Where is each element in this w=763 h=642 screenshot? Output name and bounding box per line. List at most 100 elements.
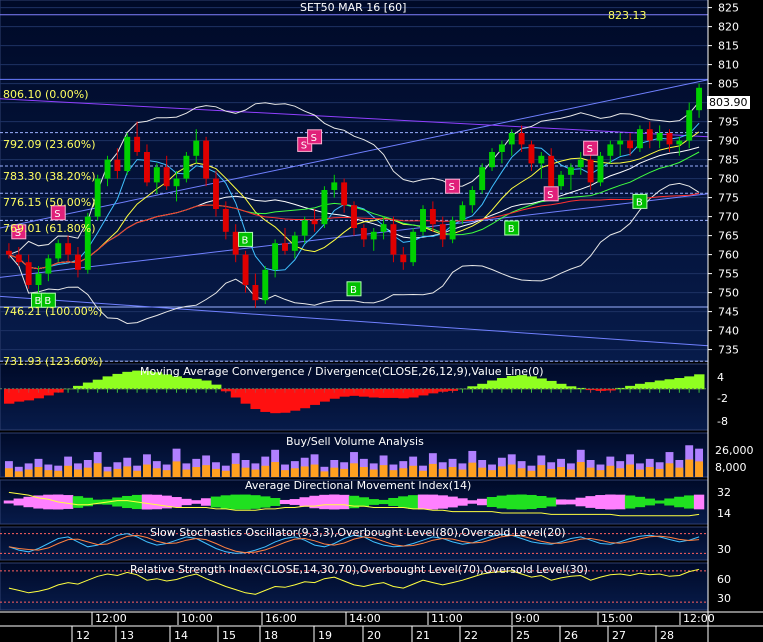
candle-body — [617, 140, 624, 145]
sell-signal-marker — [583, 140, 599, 156]
adx-band — [200, 498, 212, 506]
macd-bar — [299, 388, 311, 409]
price-tick-label-13: 760 — [718, 249, 739, 262]
adx-band — [13, 498, 24, 506]
candle-body — [222, 209, 229, 232]
volume-sell-bar — [172, 461, 181, 477]
price-tick-label-16: 745 — [718, 306, 739, 319]
candle-body — [528, 144, 535, 164]
price-tick-label-8: 785 — [718, 154, 739, 167]
candle-body — [15, 254, 22, 263]
candle-body — [459, 205, 466, 221]
date-label-12: 28 — [660, 629, 674, 642]
adx-band — [171, 497, 182, 507]
volume-sell-bar — [83, 467, 92, 477]
volume-sell-bar — [665, 463, 674, 477]
adx-band — [299, 497, 310, 507]
candle-body — [242, 254, 249, 285]
adx-band — [506, 494, 517, 510]
high-price-label: 823.13 — [608, 9, 647, 22]
volume-sell-bar — [320, 471, 329, 477]
volume-sell-bar — [143, 464, 151, 477]
candle-body — [252, 285, 259, 301]
macd-bar — [654, 380, 666, 390]
candle-body — [429, 209, 436, 225]
rsi-tick-0: 60 — [717, 573, 731, 586]
candle-body — [518, 133, 525, 145]
candle-body — [548, 155, 555, 187]
macd-bar — [398, 388, 409, 399]
adx-band — [289, 499, 301, 505]
candle-body — [646, 129, 653, 141]
candle-body — [607, 144, 614, 156]
adx-band — [555, 499, 567, 505]
candle-body — [114, 159, 121, 171]
volume-sell-bar — [113, 468, 122, 477]
macd-tick-1: -2 — [717, 392, 728, 405]
candle-body — [45, 258, 52, 274]
adx-tick-0: 32 — [717, 486, 731, 499]
volume-title: Buy/Sell Volume Analysis — [286, 435, 424, 448]
buy-signal-letter: B — [508, 224, 515, 235]
candle-body — [656, 133, 663, 141]
candle-body — [587, 159, 594, 183]
adx-band — [33, 495, 44, 509]
adx-band — [644, 498, 655, 506]
macd-bar — [4, 388, 15, 404]
volume-sell-bar — [478, 467, 487, 477]
adx-band — [141, 494, 153, 510]
buy-signal-letter: B — [242, 235, 249, 246]
candle-body — [232, 231, 239, 255]
candle-body — [282, 243, 288, 251]
macd-bar — [664, 379, 675, 390]
time-label-6: 15:00 — [601, 612, 633, 625]
adx-band — [427, 494, 439, 510]
volume-sell-bar — [635, 469, 644, 477]
rsi-title: Relative Strength Index(CLOSE,14,30,70),… — [130, 563, 588, 576]
candle-body — [597, 155, 604, 183]
volume-sell-bar — [359, 467, 368, 477]
volume-sell-bar — [458, 469, 467, 477]
macd-bar — [230, 388, 242, 398]
macd-bar — [408, 388, 419, 398]
candle-body — [25, 262, 32, 285]
volume-sell-bar — [675, 467, 684, 477]
adx-band — [368, 499, 379, 505]
adx-band — [634, 496, 646, 508]
adx-band — [378, 499, 389, 505]
adx-band — [112, 497, 123, 507]
volume-sell-bar — [340, 468, 349, 477]
candle-body — [262, 269, 269, 301]
time-label-0: 12:00 — [95, 612, 127, 625]
sell-signal-letter: S — [587, 144, 593, 155]
date-label-2: 14 — [174, 629, 188, 642]
macd-bar — [378, 388, 390, 398]
volume-sell-bar — [576, 462, 585, 477]
trendline-purple — [0, 98, 709, 138]
volume-sell-bar — [202, 465, 211, 477]
macd-bar — [289, 388, 301, 411]
volume-sell-bar — [606, 465, 615, 477]
date-label-1: 13 — [120, 629, 134, 642]
adx-line — [8, 491, 700, 517]
adx-band — [417, 494, 429, 510]
adx-band — [516, 494, 527, 510]
volume-sell-bar — [626, 464, 634, 477]
macd-bar — [309, 388, 320, 405]
candle-body — [469, 190, 476, 206]
macd-bar — [33, 388, 44, 399]
macd-bar — [319, 388, 330, 402]
adx-band — [43, 494, 54, 510]
candle-body — [301, 220, 308, 236]
adx-band — [72, 496, 84, 508]
candle-body — [696, 87, 703, 111]
candle-body — [508, 133, 515, 145]
fib-label-0: 806.10 (0.00%) — [3, 88, 89, 101]
macd-bar — [73, 385, 84, 390]
adx-band — [595, 495, 606, 509]
date-label-7: 21 — [416, 629, 430, 642]
volume-sell-bar — [14, 471, 23, 477]
volume-sell-bar — [44, 470, 53, 477]
time-label-1: 10:00 — [181, 612, 213, 625]
